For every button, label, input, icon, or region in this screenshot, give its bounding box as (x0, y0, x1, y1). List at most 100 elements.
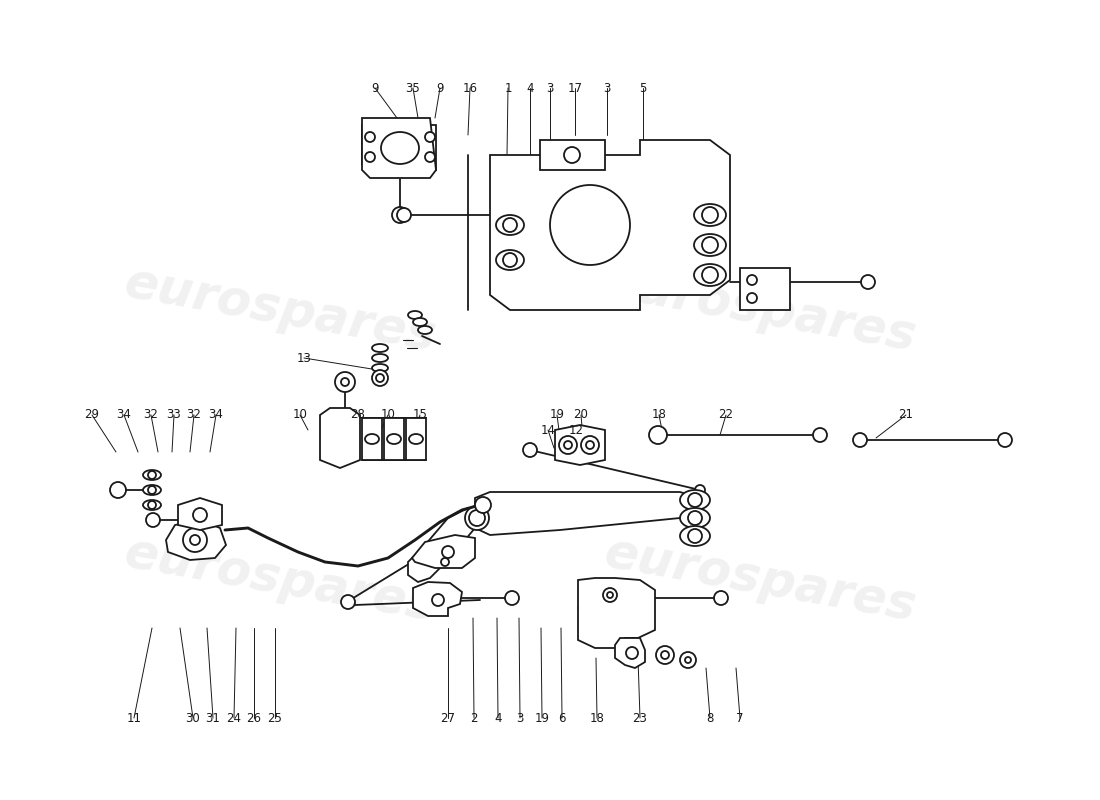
Circle shape (146, 513, 160, 527)
Text: 4: 4 (494, 711, 502, 725)
Circle shape (148, 486, 156, 494)
Text: 27: 27 (440, 711, 455, 725)
Circle shape (688, 529, 702, 543)
Text: 1: 1 (504, 82, 512, 94)
Ellipse shape (372, 364, 388, 372)
Polygon shape (615, 638, 645, 668)
Ellipse shape (680, 490, 710, 510)
Polygon shape (362, 125, 378, 170)
Polygon shape (412, 535, 475, 568)
Text: eurospares: eurospares (601, 259, 920, 361)
Text: 13: 13 (297, 351, 311, 365)
Circle shape (813, 428, 827, 442)
Polygon shape (412, 582, 462, 616)
Text: 16: 16 (462, 82, 477, 94)
Circle shape (148, 501, 156, 509)
Text: 3: 3 (516, 711, 524, 725)
Circle shape (714, 591, 728, 605)
Circle shape (336, 372, 355, 392)
Circle shape (702, 267, 718, 283)
Circle shape (148, 471, 156, 479)
Circle shape (702, 237, 718, 253)
Polygon shape (384, 418, 404, 460)
Ellipse shape (372, 354, 388, 362)
Circle shape (372, 370, 388, 386)
Text: 9: 9 (372, 82, 378, 94)
Circle shape (432, 594, 444, 606)
Text: eurospares: eurospares (120, 529, 440, 631)
Circle shape (688, 493, 702, 507)
Ellipse shape (694, 234, 726, 256)
Ellipse shape (694, 264, 726, 286)
Polygon shape (320, 408, 360, 468)
Text: 10: 10 (381, 409, 395, 422)
Ellipse shape (412, 318, 427, 326)
Circle shape (376, 374, 384, 382)
Ellipse shape (143, 500, 161, 510)
Circle shape (110, 482, 126, 498)
Circle shape (695, 485, 705, 495)
Ellipse shape (680, 526, 710, 546)
Circle shape (442, 546, 454, 558)
Polygon shape (406, 418, 426, 460)
Circle shape (685, 657, 691, 663)
Polygon shape (166, 520, 226, 560)
Circle shape (688, 511, 702, 525)
Circle shape (747, 275, 757, 285)
Circle shape (469, 510, 485, 526)
Ellipse shape (365, 434, 380, 444)
Ellipse shape (680, 508, 710, 528)
Text: 34: 34 (209, 409, 223, 422)
Circle shape (503, 218, 517, 232)
Ellipse shape (381, 132, 419, 164)
Text: 30: 30 (186, 711, 200, 725)
Circle shape (603, 588, 617, 602)
Polygon shape (490, 140, 730, 310)
Text: 32: 32 (187, 409, 201, 422)
Text: 24: 24 (227, 711, 242, 725)
Text: 18: 18 (651, 409, 667, 422)
Ellipse shape (143, 485, 161, 495)
Text: 32: 32 (144, 409, 158, 422)
Text: 14: 14 (540, 423, 556, 437)
Text: 6: 6 (558, 711, 565, 725)
Ellipse shape (694, 204, 726, 226)
Text: 17: 17 (568, 82, 583, 94)
Polygon shape (475, 492, 700, 535)
Text: 29: 29 (85, 409, 99, 422)
Text: 3: 3 (603, 82, 611, 94)
Circle shape (852, 433, 867, 447)
Polygon shape (556, 425, 605, 465)
Text: 23: 23 (632, 711, 648, 725)
Text: 21: 21 (899, 409, 913, 422)
Polygon shape (362, 418, 382, 460)
Circle shape (680, 652, 696, 668)
Circle shape (581, 436, 600, 454)
Text: 34: 34 (117, 409, 131, 422)
Circle shape (475, 497, 491, 513)
Circle shape (649, 426, 667, 444)
Text: 9: 9 (437, 82, 443, 94)
Ellipse shape (465, 506, 490, 530)
Circle shape (183, 528, 207, 552)
Circle shape (192, 508, 207, 522)
Circle shape (522, 443, 537, 457)
Circle shape (861, 275, 875, 289)
Ellipse shape (418, 326, 432, 334)
Polygon shape (362, 118, 436, 178)
Bar (740, 268, 790, 310)
Text: 20: 20 (573, 409, 588, 422)
Bar (540, 140, 605, 170)
Text: 3: 3 (547, 82, 553, 94)
Circle shape (607, 592, 613, 598)
Ellipse shape (409, 434, 424, 444)
Text: 25: 25 (267, 711, 283, 725)
Polygon shape (408, 508, 475, 582)
Text: 19: 19 (535, 711, 550, 725)
Circle shape (341, 378, 349, 386)
Polygon shape (578, 578, 654, 648)
Ellipse shape (387, 434, 402, 444)
Text: 22: 22 (718, 409, 734, 422)
Circle shape (365, 152, 375, 162)
Circle shape (503, 253, 517, 267)
